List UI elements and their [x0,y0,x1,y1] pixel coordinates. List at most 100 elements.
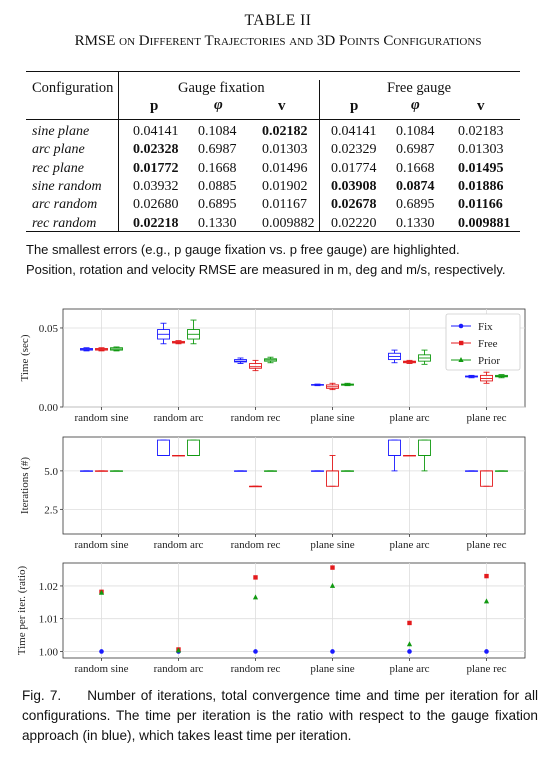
legend-label: Free [478,338,498,350]
table-cell: 0.01495 [458,160,504,176]
data-point [175,647,182,653]
table-cell: 0.6987 [198,142,237,158]
y-axis-label: Time (sec) [19,334,31,381]
table-cell: 0.1084 [198,124,237,139]
table-note-line1: The smallest errors (e.g., p gauge fixat… [26,242,460,257]
group-header-gauge: Gauge fixation [178,80,265,96]
table-row-label: rec plane [32,160,84,176]
data-point [407,649,412,654]
table-mid-rule [26,119,520,120]
subheader-v-free: v [477,98,485,114]
table-cell: 0.009881 [458,215,511,231]
table-vertical-rule [118,72,119,231]
x-tick-label: plane arc [390,539,430,551]
table-cell: 0.02183 [458,124,504,139]
table-row-label: sine plane [32,124,90,139]
figure-caption: Fig. 7. Number of iterations, total conv… [22,686,538,746]
x-tick-label: random sine [74,539,128,551]
table-cell: 0.009882 [262,215,315,231]
box-body [249,363,262,369]
data-point [484,573,489,579]
table-cell: 0.04141 [133,124,179,139]
data-point [330,565,335,570]
plot-area [62,436,526,535]
table-cell: 0.1668 [198,160,237,176]
table-top-rule [26,71,520,72]
table-cell: 0.1668 [396,160,435,176]
data-point [330,649,335,654]
subheader-v-gauge: v [278,98,286,114]
plot-area [62,562,526,659]
table-cell: 0.02182 [262,124,308,139]
table-cell: 0.01496 [262,160,308,176]
table-cell: 0.0874 [396,178,435,194]
legend-marker [459,340,464,346]
table-row-label: sine random [32,178,102,194]
table-note-line2: Position, rotation and velocity RMSE are… [26,262,506,277]
table-cell: 0.6895 [198,197,237,213]
table-cell: 0.01303 [458,142,504,158]
table-cell: 0.6895 [396,197,435,213]
subheader-phi-gauge: φ [214,97,223,113]
x-tick-label: plane rec [467,663,507,675]
x-tick-label: plane arc [390,663,430,675]
legend-label: Prior [478,355,500,367]
table-row-label: rec random [32,215,97,231]
group-header-free: Free gauge [387,80,452,96]
legend-marker [458,357,464,362]
y-axis-label: Iterations (#) [19,457,31,514]
data-point [98,589,105,595]
x-tick-label: plane rec [467,412,507,424]
data-point [253,575,258,580]
data-point [406,641,413,647]
data-point [484,649,489,654]
figure-caption-text: Number of iterations, total convergence … [22,688,539,743]
y-tick-label: 0.00 [39,402,59,414]
data-point [407,620,412,626]
table-cell: 0.1084 [396,124,435,139]
table-cell: 0.03932 [133,178,179,194]
x-tick-label: plane arc [390,412,430,424]
y-tick-label: 2.5 [44,504,58,516]
y-tick-label: 1.01 [39,614,58,626]
x-tick-label: random rec [231,539,281,551]
table-cell: 0.01774 [331,160,377,176]
table-cell: 0.01166 [458,197,503,213]
legend-marker [458,323,464,329]
y-tick-label: 1.02 [39,581,58,593]
subheader-phi-free: φ [411,97,420,113]
data-point [99,649,104,654]
table-cell: 0.01303 [262,142,308,158]
figure-label: Fig. 7. [22,688,62,703]
x-tick-label: random sine [74,412,128,424]
table-cell: 0.04141 [331,124,377,139]
x-tick-label: plane sine [310,412,354,424]
y-tick-label: 5.0 [44,466,58,478]
table-caption-title: RMSE on Different Trajectories and 3D Po… [74,33,482,49]
table-cell: 0.1330 [198,215,237,231]
table-cell: 0.02328 [133,142,179,158]
table-cell: 0.01902 [262,178,308,194]
y-tick-label: 0.05 [39,323,59,335]
table-cell: 0.03908 [331,178,377,194]
y-axis-label: Time per iter. (ratio) [16,565,28,655]
table-cell: 0.01772 [133,160,179,176]
table-cell: 0.02329 [331,142,377,158]
table-note: The smallest errors (e.g., p gauge fixat… [26,240,536,280]
x-tick-label: random rec [231,412,281,424]
x-tick-label: random arc [154,539,204,551]
data-point [252,594,259,600]
table-cell: 0.6987 [396,142,435,158]
table-cell: 0.01886 [458,178,504,194]
table-cell: 0.1330 [396,215,435,231]
col-header-configuration: Configuration [32,80,114,96]
x-tick-label: plane sine [310,539,354,551]
table-vertical-rule-2 [319,80,320,231]
subheader-p-free: p [350,98,359,114]
subheader-p-gauge: p [150,98,159,114]
data-point [483,598,490,604]
x-tick-label: random rec [231,663,281,675]
table-caption-number: TABLE II [244,12,312,29]
table-bottom-rule [26,231,520,232]
x-tick-label: random arc [154,412,204,424]
